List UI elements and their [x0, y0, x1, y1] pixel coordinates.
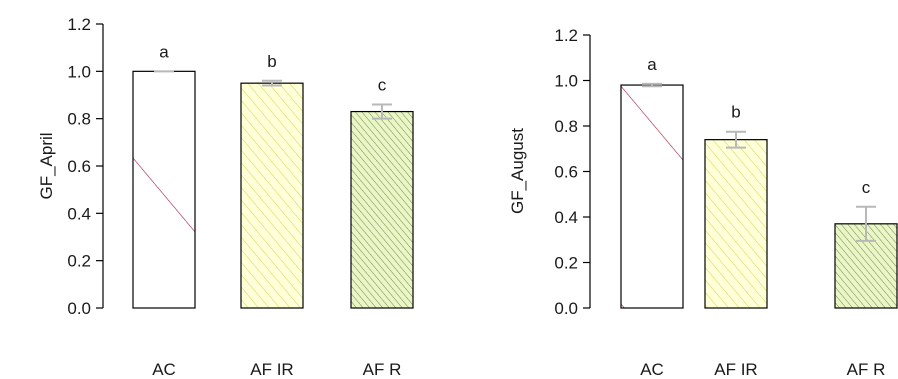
significance-label: b: [267, 52, 276, 71]
y-tick-label: 1.2: [67, 15, 91, 34]
y-tick-label: 1.0: [554, 72, 578, 91]
category-label: AF R: [363, 360, 402, 379]
y-tick-label: 0.4: [67, 204, 91, 223]
y-tick-label: 0.2: [67, 252, 91, 271]
y-tick-label: 1.2: [554, 26, 578, 45]
gf-april-panel: 0.0 0.2 0.4 0.6 0.8 1.0 1.2 GF_April a AC b AF IR c A…: [37, 15, 414, 379]
category-label: AF R: [847, 360, 886, 379]
y-tick-label: 1.0: [67, 62, 91, 81]
bar-hatch: [621, 85, 683, 308]
y-tick-label: 0.8: [554, 117, 578, 136]
category-label: AF IR: [714, 360, 757, 379]
y-axis-title: GF_August: [508, 128, 527, 214]
bar-hatch: [241, 83, 303, 309]
error-bar: [642, 82, 662, 88]
y-tick-label: 0.2: [554, 254, 578, 273]
y-tick-label: 0.0: [554, 299, 578, 318]
significance-label: c: [378, 75, 387, 94]
y-tick-label: 0.6: [554, 163, 578, 182]
y-tick-label: 0.4: [554, 208, 578, 227]
category-label: AF IR: [250, 360, 293, 379]
category-label: AC: [640, 360, 664, 379]
category-label: AC: [152, 360, 176, 379]
error-bar: [262, 79, 282, 87]
gf-august-panel: 0.0 0.2 0.4 0.6 0.8 1.0 1.2 GF_August a AC b AF IR c…: [508, 26, 898, 379]
error-bar: [726, 130, 746, 149]
y-tick-label: 0.8: [67, 110, 91, 129]
significance-label: b: [731, 103, 740, 122]
bar-hatch: [705, 139, 767, 308]
y-axis-title: GF_April: [37, 132, 56, 199]
y-tick-label: 0.0: [67, 299, 91, 318]
significance-label: c: [862, 178, 871, 197]
error-bar: [856, 205, 876, 242]
significance-label: a: [647, 55, 657, 74]
error-bar: [372, 103, 392, 120]
bar-hatch: [351, 111, 413, 308]
y-tick-label: 0.6: [67, 157, 91, 176]
significance-label: a: [159, 42, 169, 61]
bar-hatch: [133, 71, 195, 308]
